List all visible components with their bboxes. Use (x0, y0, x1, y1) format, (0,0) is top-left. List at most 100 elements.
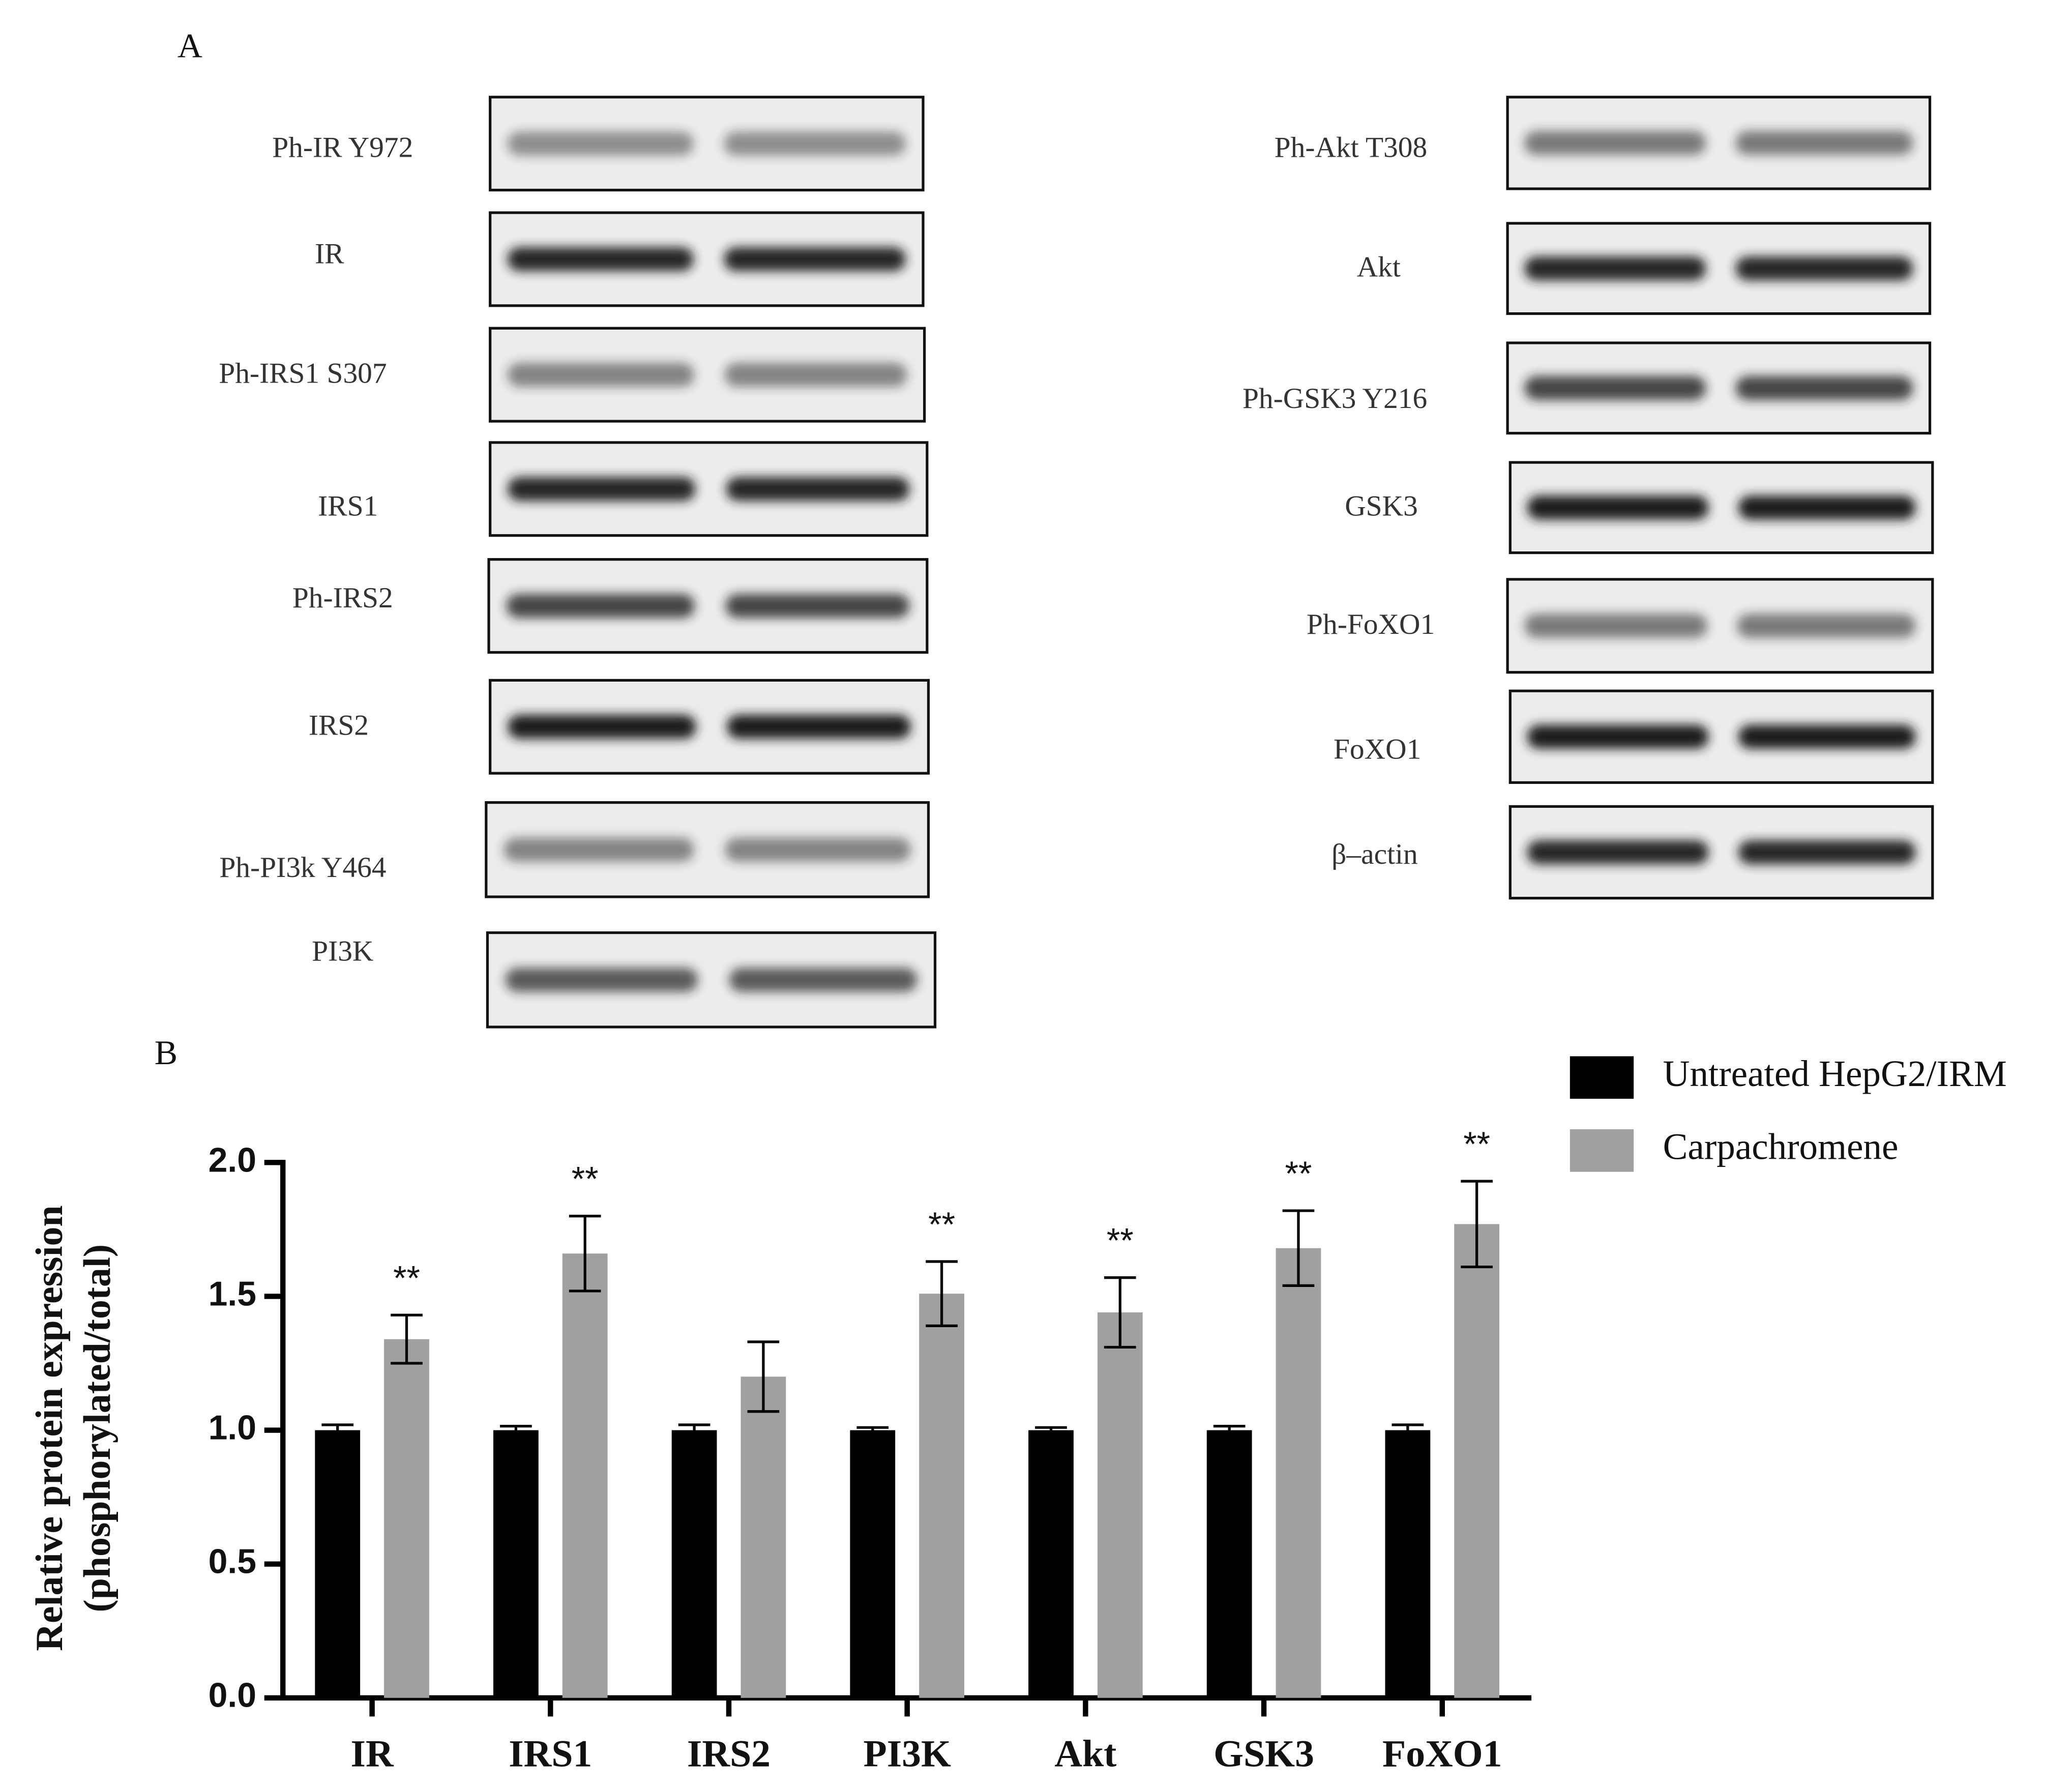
significance: ** (1463, 1125, 1490, 1163)
blot-band (505, 968, 698, 992)
bar (315, 1430, 361, 1698)
y-tick-label: 1.0 (209, 1409, 256, 1447)
error-bar (926, 1260, 958, 1327)
bar (1454, 1224, 1500, 1698)
error-bar (747, 1340, 780, 1413)
blot-band (1735, 256, 1913, 281)
blot-label: GSK3 (1345, 490, 1418, 522)
blot-band (725, 594, 910, 618)
legend-swatch (1570, 1129, 1634, 1172)
y-axis-label: (phosphorylated/total) (76, 1244, 119, 1613)
blot-label: IR (315, 238, 344, 270)
blot-band (724, 363, 907, 387)
bar (919, 1294, 964, 1698)
blot-frame (1508, 461, 1934, 554)
blot-band (1524, 613, 1707, 638)
blot-label: FoXO1 (1334, 734, 1421, 766)
blot-band (1527, 724, 1709, 749)
error-bar (856, 1426, 889, 1434)
blot-band (1524, 131, 1706, 155)
error-bar (1104, 1276, 1136, 1349)
blot-frame (489, 96, 925, 192)
blot-band (724, 247, 906, 271)
significance: ** (393, 1259, 420, 1297)
bar (1206, 1430, 1252, 1698)
blot-frame (489, 211, 925, 307)
bar (1385, 1430, 1431, 1698)
x-tick-label: Akt (1054, 1733, 1116, 1775)
x-tick-label: IR (351, 1733, 394, 1775)
significance: ** (1107, 1222, 1134, 1260)
y-tick-label: 0.0 (209, 1677, 256, 1715)
x-tick-label: IRS2 (687, 1733, 771, 1775)
blot-frame (486, 931, 937, 1029)
blot-label: Akt (1357, 251, 1401, 283)
blot-label: IRS2 (309, 710, 369, 742)
blot-label: PI3K (312, 935, 373, 968)
blot-band (1524, 256, 1706, 281)
y-tick-label: 2.0 (209, 1141, 256, 1179)
blot-frame (1506, 341, 1932, 435)
error-bar (569, 1214, 601, 1293)
legend-swatch (1570, 1056, 1634, 1099)
bar (850, 1430, 896, 1698)
x-tick-label: FoXO1 (1382, 1733, 1502, 1775)
error-bar (391, 1313, 423, 1365)
error-bar (1035, 1426, 1067, 1434)
blot-frame (1506, 222, 1932, 315)
blot-label: IRS1 (318, 490, 378, 522)
error-bar (1392, 1423, 1424, 1437)
blot-band (507, 131, 694, 156)
error-bar (1213, 1425, 1246, 1436)
blot-band (1738, 724, 1916, 749)
blot-band (1738, 495, 1916, 520)
blot-label: Ph-PI3k Y464 (219, 852, 386, 884)
x-tick-label: GSK3 (1213, 1733, 1314, 1775)
y-axis-label: Relative protein expression (28, 1205, 71, 1651)
blot-label: Ph-GSK3 Y216 (1242, 383, 1427, 415)
blot-band (1527, 495, 1709, 520)
bar (1276, 1248, 1321, 1698)
blot-label: Ph-IRS1 S307 (219, 357, 387, 389)
blot-frame (485, 801, 930, 898)
panel-label: B (155, 1033, 177, 1072)
blot-frame (1508, 805, 1934, 900)
blot-frame (489, 327, 926, 423)
blot-band (1735, 131, 1913, 155)
blot-band (507, 363, 695, 387)
blot-band (508, 715, 696, 739)
blot-band (1738, 840, 1916, 865)
legend-label: Untreated HepG2/IRM (1663, 1053, 2007, 1094)
panel-label: A (177, 26, 202, 65)
error-bar (1282, 1209, 1315, 1287)
blot-frame (489, 679, 930, 775)
bar (493, 1430, 539, 1698)
y-tick-label: 0.5 (209, 1543, 256, 1581)
bar (741, 1376, 786, 1698)
bar (671, 1430, 717, 1698)
blot-band (724, 131, 906, 156)
error-bar (500, 1425, 532, 1436)
bar (1028, 1430, 1074, 1698)
error-bar (321, 1423, 354, 1437)
blot-frame (487, 558, 929, 654)
bar (384, 1339, 429, 1698)
blot-label: Ph-IRS2 (292, 582, 393, 614)
blot-frame (489, 441, 929, 537)
blot-band (1735, 376, 1913, 400)
blot-label: Ph-IR Y972 (272, 132, 413, 164)
bar (562, 1253, 608, 1698)
blot-band (727, 715, 911, 739)
x-tick-label: PI3K (863, 1733, 951, 1775)
blot-band (507, 247, 694, 271)
blot-band (504, 837, 694, 862)
y-tick-label: 1.5 (209, 1275, 256, 1313)
blot-band (506, 594, 695, 618)
blot-band (726, 477, 910, 501)
x-tick-label: IRS1 (509, 1733, 592, 1775)
blot-band (1737, 613, 1916, 638)
blot-label: Ph-Akt T308 (1275, 132, 1428, 164)
blot-frame (1508, 689, 1934, 784)
